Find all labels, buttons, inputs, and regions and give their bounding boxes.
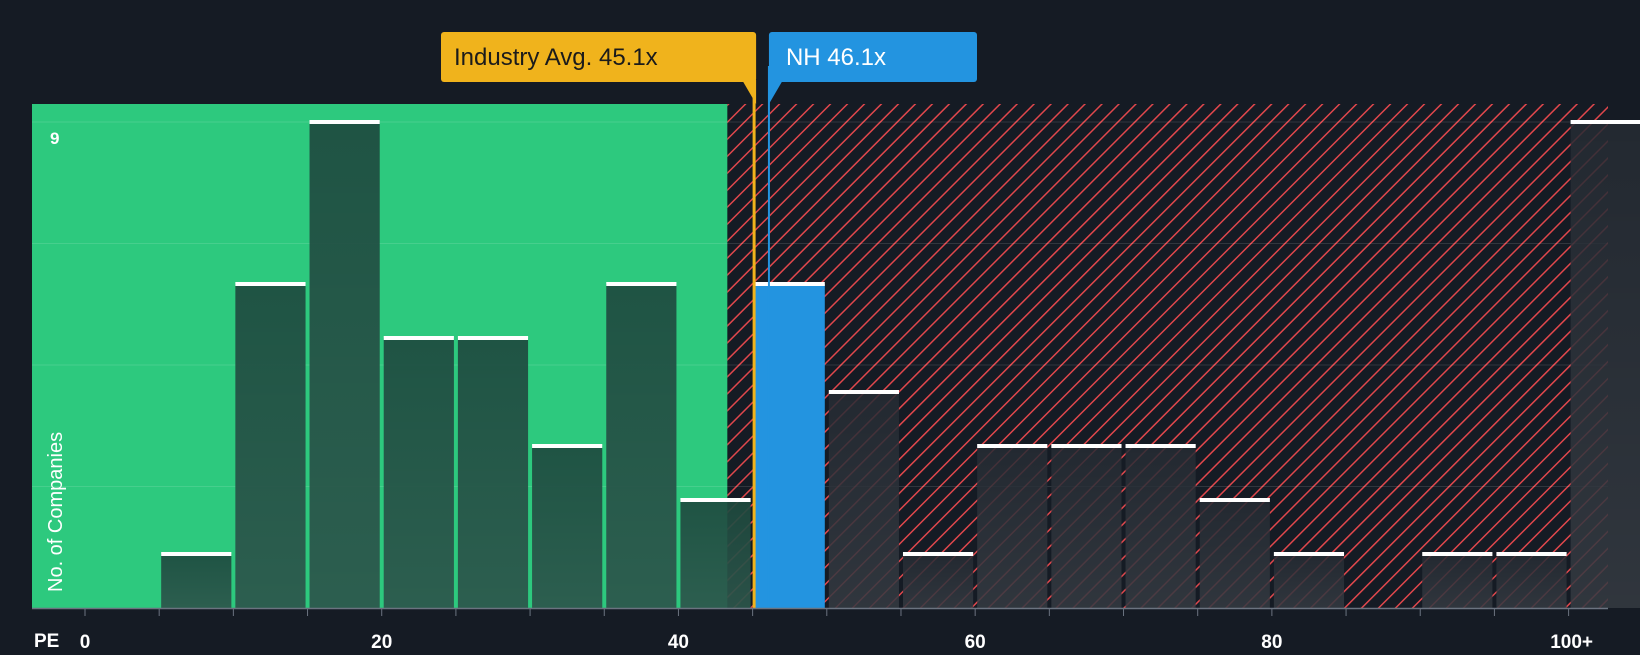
histogram-bar-shade bbox=[383, 338, 454, 608]
histogram-bar-cap bbox=[606, 282, 677, 286]
company-pe-pointer bbox=[768, 80, 783, 104]
histogram-bar bbox=[754, 284, 825, 608]
histogram-bar-shade bbox=[680, 500, 751, 608]
histogram-bar-cap bbox=[977, 444, 1048, 448]
histogram-bar-cap bbox=[1125, 444, 1196, 448]
y-axis-label: No. of Companies bbox=[45, 432, 67, 592]
histogram-bar-shade bbox=[1273, 554, 1345, 608]
histogram-bar-shade bbox=[532, 446, 603, 608]
y-max-tick-label: 9 bbox=[50, 129, 59, 148]
histogram-bar-cap bbox=[383, 336, 454, 340]
histogram-bar-shade bbox=[902, 554, 974, 608]
histogram-bar-shade bbox=[1570, 122, 1640, 608]
histogram-bar-shade bbox=[1051, 446, 1122, 608]
markers-layer: Industry Avg. 45.1x NH 46.1x bbox=[441, 32, 977, 608]
histogram-bar-shade bbox=[606, 284, 677, 608]
histogram-bar-cap bbox=[1422, 552, 1493, 556]
histogram-bar-cap bbox=[532, 444, 603, 448]
x-axis-label: PE bbox=[34, 631, 59, 650]
x-tick-label: 100+ bbox=[1550, 632, 1593, 650]
industry-avg-pointer bbox=[742, 80, 757, 104]
histogram-bar-shade bbox=[1125, 446, 1196, 608]
histogram-bar-shade bbox=[161, 554, 232, 608]
histogram-bar-shade bbox=[977, 446, 1048, 608]
histogram-bar-cap bbox=[1199, 498, 1270, 502]
histogram-bar-shade bbox=[1199, 500, 1270, 608]
histogram-bar-shade bbox=[309, 122, 380, 608]
histogram-bar-cap bbox=[161, 552, 232, 556]
industry-avg-label-box bbox=[441, 32, 757, 82]
histogram-bar-shade bbox=[828, 392, 899, 608]
histogram-bar-shade bbox=[457, 338, 529, 608]
histogram-bar-cap bbox=[828, 390, 899, 394]
company-pe-label: NH 46.1x bbox=[786, 44, 886, 71]
x-tick-label: 20 bbox=[371, 632, 392, 650]
histogram-bar-shade bbox=[235, 284, 306, 608]
x-tick-label: 80 bbox=[1261, 632, 1282, 650]
histogram-bar-cap bbox=[1273, 552, 1345, 556]
histogram-bar-cap bbox=[902, 552, 974, 556]
histogram-bar-cap bbox=[680, 498, 751, 502]
histogram-bar-cap bbox=[235, 282, 306, 286]
company-pe-label-box bbox=[768, 32, 977, 82]
histogram-bar-shade bbox=[1422, 554, 1493, 608]
histogram-bar-cap bbox=[457, 336, 529, 340]
industry-avg-label: Industry Avg. 45.1x bbox=[454, 44, 658, 71]
histogram-bar-cap bbox=[309, 120, 380, 124]
x-tick-label: 0 bbox=[80, 632, 91, 650]
histogram-bar-cap bbox=[1496, 552, 1567, 556]
bars-layer bbox=[161, 120, 1640, 608]
histogram-bar-cap bbox=[1570, 120, 1640, 124]
histogram-bar-cap bbox=[1051, 444, 1122, 448]
x-tick-label: 40 bbox=[668, 632, 689, 650]
histogram-bar-cap bbox=[754, 282, 825, 286]
histogram-bar-shade bbox=[1496, 554, 1567, 608]
x-tick-label: 60 bbox=[965, 632, 986, 650]
axes-layer: 0 20 40 60 80 100+ bbox=[32, 607, 1608, 653]
